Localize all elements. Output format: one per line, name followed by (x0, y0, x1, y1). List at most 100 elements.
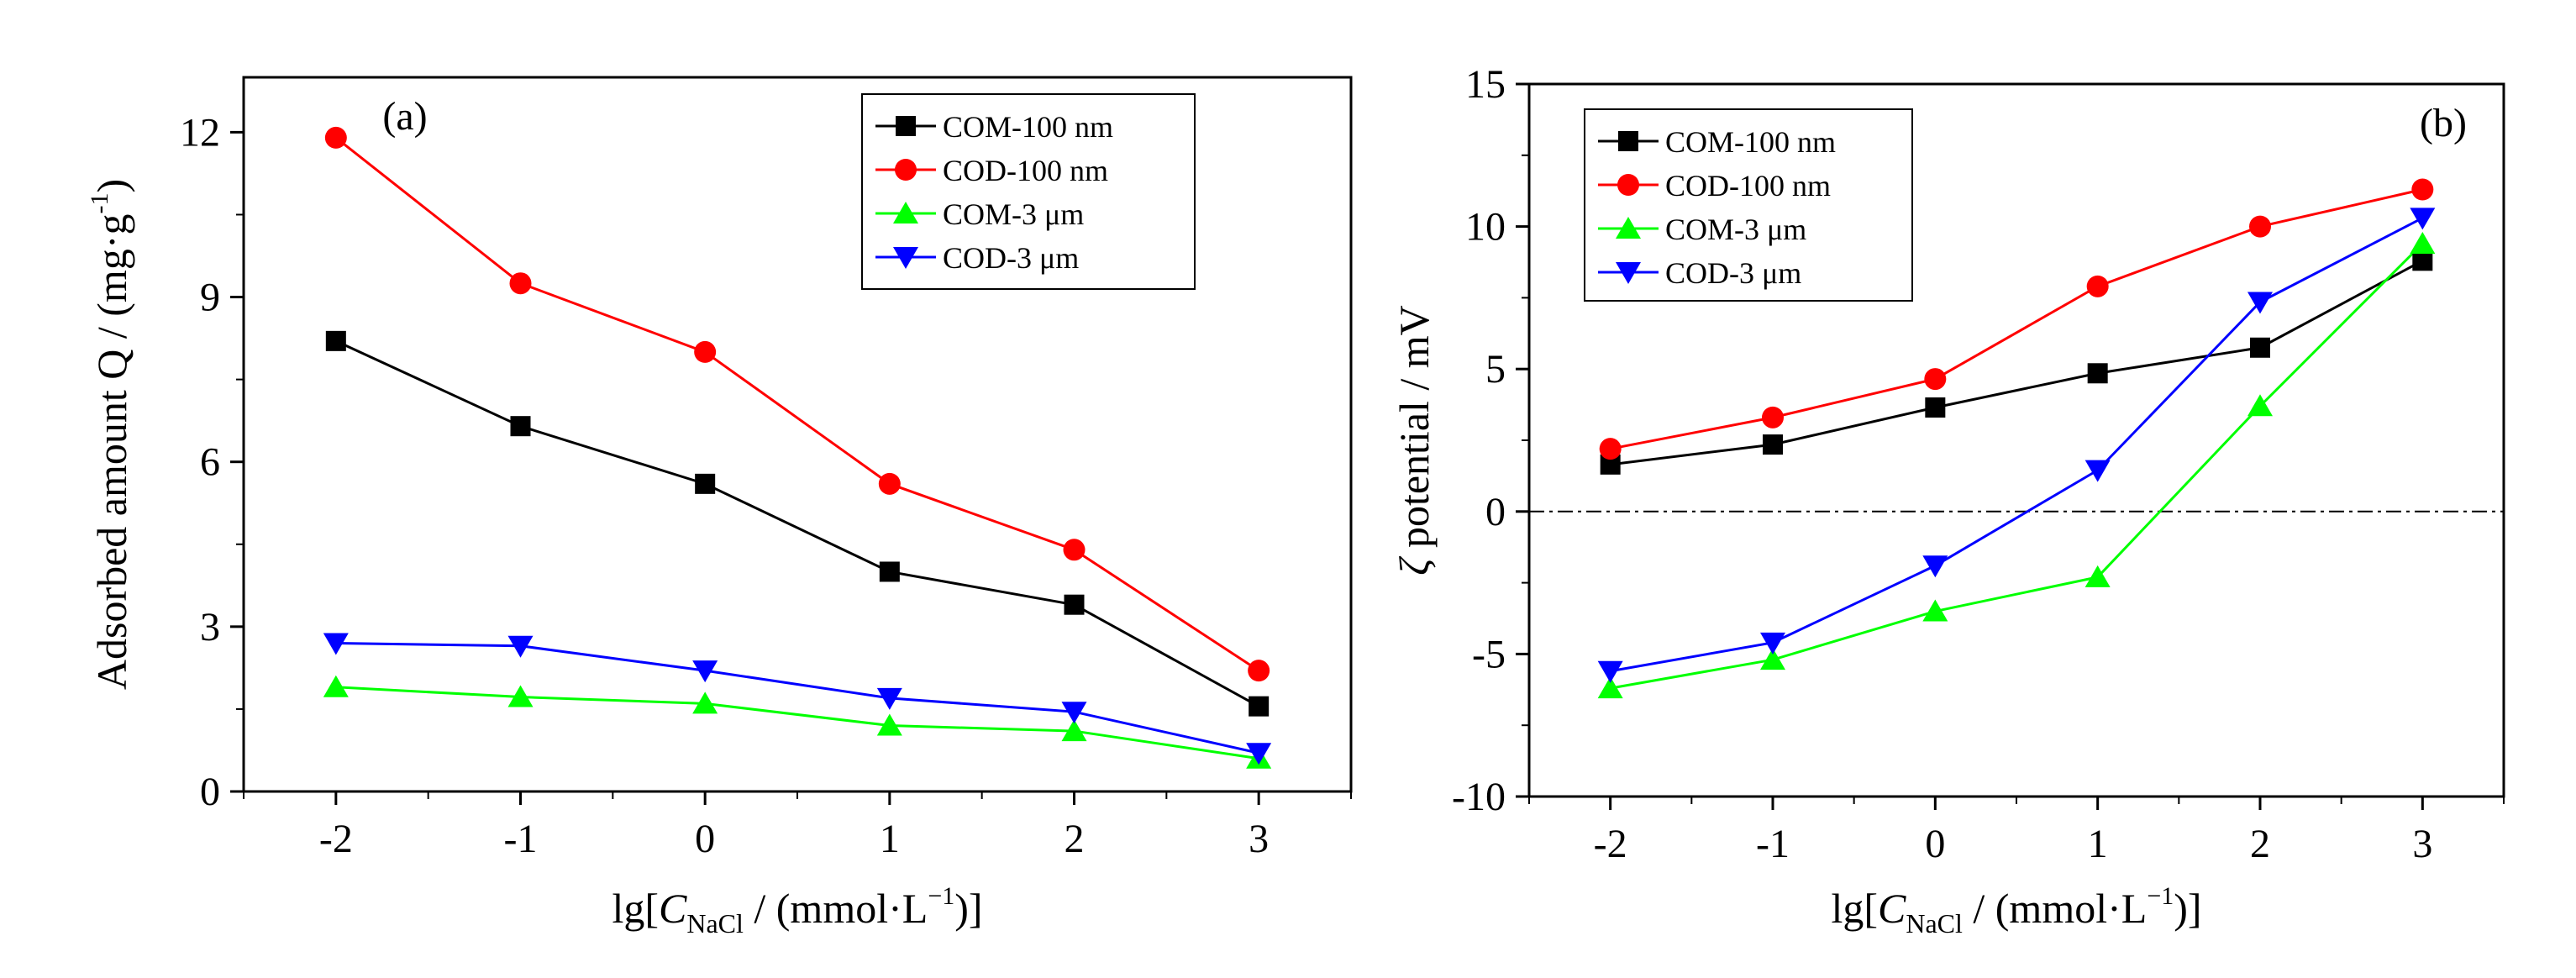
legend: COM-100 nm COD-100 nm COM-3 μm COD-3 μm (1584, 108, 1913, 302)
x-tick-label: -2 (1594, 822, 1627, 866)
data-point-triangle-down (876, 687, 902, 710)
data-point-triangle-down (2410, 208, 2436, 230)
legend: COM-100 nm COD-100 nm COM-3 μm COD-3 μm (861, 93, 1196, 290)
y-tick-label: 6 (200, 440, 220, 485)
data-point-triangle-up (876, 713, 902, 736)
data-point-circle (509, 272, 532, 295)
series-line (1610, 259, 2424, 466)
data-point-circle (1924, 368, 1947, 391)
data-point-triangle-down (323, 633, 349, 655)
legend-label: COM-3 μm (1665, 213, 1806, 246)
series-line (335, 686, 1259, 760)
y-tick-label: 9 (200, 276, 220, 320)
data-point-triangle-up (2247, 394, 2273, 417)
x-tick-label: 0 (1925, 822, 1945, 866)
x-axis-title-unit: / (mmol·L (1963, 885, 2147, 932)
x-tick-label: 1 (880, 817, 900, 861)
data-point-circle (324, 126, 347, 149)
legend-label: COD-3 μm (1665, 256, 1801, 290)
data-point-circle (1762, 406, 1784, 429)
legend-marker-square (1618, 131, 1638, 151)
y-tick-label: 15 (1465, 62, 1506, 107)
legend-label: COD-100 nm (943, 154, 1108, 187)
data-point-circle (2086, 275, 2109, 297)
x-tick-label: -2 (319, 817, 353, 861)
data-point-square (1925, 397, 1946, 418)
data-point-square (879, 561, 900, 582)
data-point-triangle-down (507, 635, 534, 658)
series-line (335, 641, 1259, 755)
data-point-circle (2411, 178, 2434, 201)
legend-marker-triangle-down (893, 247, 918, 269)
data-point-triangle-down (2247, 292, 2273, 314)
y-tick-label: 5 (1485, 347, 1506, 392)
data-point-circle (1248, 660, 1270, 682)
y-axis-title-end: ) (88, 179, 135, 193)
series-line (335, 339, 1259, 707)
data-point-triangle-up (692, 691, 718, 714)
x-axis-title-subscript: NaCl (686, 908, 744, 939)
legend-marker-circle (1617, 174, 1639, 196)
legend-marker-square (896, 116, 916, 136)
x-axis-title: lg[CNaCl / (mmol·L−1)] (1831, 882, 2201, 939)
data-point-triangle-up (1061, 719, 1087, 742)
series-line (1610, 242, 2424, 690)
legend-label: COM-100 nm (943, 110, 1113, 144)
data-point-triangle-up (2084, 565, 2111, 587)
data-point-square (695, 473, 716, 494)
data-point-triangle-down (1061, 702, 1087, 724)
legend-label: COM-100 nm (1665, 125, 1836, 159)
data-point-circle (1599, 438, 1622, 460)
x-axis-title-symbol: C (659, 885, 687, 932)
x-axis-title-end: )] (954, 885, 982, 932)
x-tick-label: -1 (1756, 822, 1790, 866)
data-point-triangle-up (507, 685, 534, 707)
data-point-triangle-down (692, 660, 718, 683)
y-axis-title-text: Adsorbed amount Q / (mg·g (88, 214, 135, 691)
x-axis-title-symbol: C (1878, 885, 1906, 932)
x-tick-label: 3 (1249, 817, 1269, 861)
x-axis-title: lg[CNaCl / (mmol·L−1)] (612, 882, 982, 939)
y-tick-label: 3 (200, 605, 220, 649)
series-line (334, 136, 1259, 672)
data-point-circle (2249, 215, 2271, 238)
data-point-square (2087, 363, 2108, 384)
data-point-square (325, 330, 346, 351)
series-line (1610, 217, 2424, 673)
data-point-triangle-up (1597, 676, 1623, 699)
data-point-triangle-down (2084, 460, 2111, 482)
data-point-square (510, 416, 531, 437)
data-point-triangle-up (323, 675, 349, 697)
legend-marker-triangle-down (1616, 262, 1641, 284)
data-point-triangle-down (1597, 660, 1623, 683)
x-tick-label: 3 (2412, 822, 2432, 866)
y-axis-title-symbol: ζ (1391, 555, 1438, 576)
y-axis-title-superscript: -1 (86, 193, 113, 214)
x-axis-title-prefix: lg[ (1831, 885, 1878, 932)
panel-label: (a) (382, 94, 427, 139)
y-tick-label: -5 (1472, 632, 1506, 676)
panel-label: (b) (2420, 101, 2467, 145)
y-tick-label: 0 (200, 770, 220, 814)
data-point-triangle-down (1922, 555, 1948, 578)
data-point-square (1064, 594, 1085, 615)
data-point-circle (694, 340, 717, 363)
legend-label: COD-3 μm (943, 241, 1079, 275)
data-point-square (1763, 434, 1783, 455)
y-tick-label: 12 (180, 110, 220, 155)
legend-label: COM-3 μm (943, 197, 1084, 231)
series-line (1610, 188, 2423, 450)
data-point-triangle-up (1922, 599, 1948, 622)
data-point-triangle-up (2410, 231, 2436, 254)
legend-label: COD-100 nm (1665, 169, 1831, 202)
legend-marker-triangle-up (1616, 217, 1641, 239)
x-axis-title-subscript: NaCl (1906, 908, 1963, 939)
y-tick-label: 0 (1485, 490, 1506, 534)
data-point-circle (878, 472, 901, 495)
data-point-square (1249, 696, 1270, 717)
x-tick-label: 2 (1065, 817, 1085, 861)
data-point-square (2250, 337, 2270, 358)
